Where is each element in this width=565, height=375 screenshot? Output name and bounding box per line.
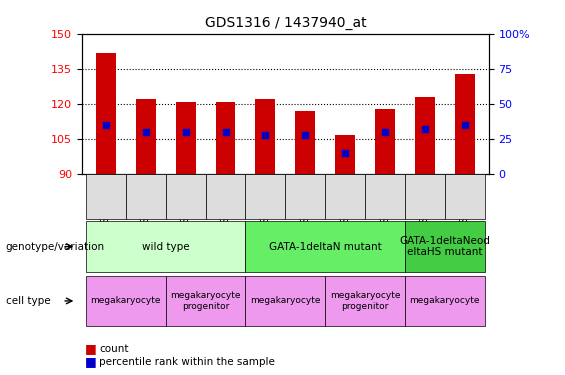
- Text: GATA-1deltaN mutant: GATA-1deltaN mutant: [269, 242, 381, 252]
- Point: [301, 132, 310, 138]
- Point: [101, 122, 110, 128]
- Text: wild type: wild type: [142, 242, 189, 252]
- Point: [221, 129, 230, 135]
- Text: ■: ■: [85, 342, 97, 355]
- Text: percentile rank within the sample: percentile rank within the sample: [99, 357, 275, 367]
- Text: megakaryocyte: megakaryocyte: [250, 296, 320, 305]
- Point: [141, 129, 150, 135]
- Point: [380, 129, 389, 135]
- Bar: [335, 135, 355, 174]
- Bar: [96, 53, 116, 174]
- Text: count: count: [99, 344, 128, 354]
- Bar: [295, 111, 315, 174]
- Point: [261, 132, 270, 138]
- Text: megakaryocyte: megakaryocyte: [90, 296, 161, 305]
- Bar: [176, 102, 195, 174]
- Bar: [255, 99, 275, 174]
- Text: ■: ■: [85, 356, 97, 368]
- Title: GDS1316 / 1437940_at: GDS1316 / 1437940_at: [205, 16, 366, 30]
- Bar: [136, 99, 156, 174]
- Point: [420, 126, 429, 132]
- Text: megakaryocyte: megakaryocyte: [410, 296, 480, 305]
- Text: megakaryocyte
progenitor: megakaryocyte progenitor: [330, 291, 401, 310]
- Bar: [375, 109, 395, 174]
- Point: [341, 150, 350, 156]
- Bar: [455, 74, 475, 174]
- Point: [181, 129, 190, 135]
- Bar: [415, 97, 435, 174]
- Text: megakaryocyte
progenitor: megakaryocyte progenitor: [170, 291, 241, 310]
- Text: genotype/variation: genotype/variation: [6, 242, 105, 252]
- Text: cell type: cell type: [6, 296, 50, 306]
- Point: [460, 122, 470, 128]
- Bar: [215, 102, 236, 174]
- Text: GATA-1deltaNeod
eltaHS mutant: GATA-1deltaNeod eltaHS mutant: [399, 236, 490, 257]
